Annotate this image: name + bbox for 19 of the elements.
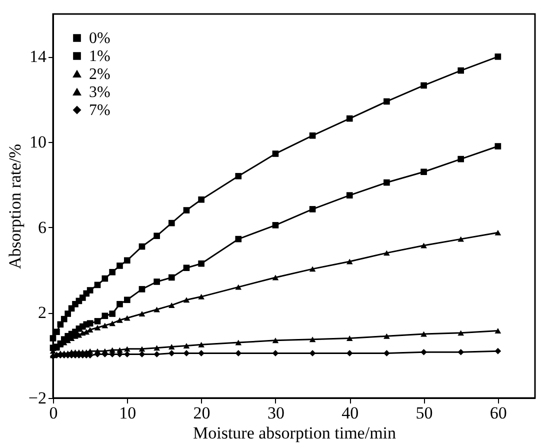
y-tick-label: −2 <box>28 388 46 408</box>
x-axis-title: Moisture absorption time/min <box>192 424 397 442</box>
x-tick-label: 60 <box>490 404 507 422</box>
x-tick-label: 0 <box>49 404 58 422</box>
legend-label: 1% <box>89 48 110 65</box>
x-tick-label: 10 <box>119 404 136 422</box>
y-tick-label: 10 <box>30 132 46 152</box>
y-tick-label: 2 <box>38 303 46 322</box>
x-tick-label: 30 <box>267 404 284 422</box>
x-tick-label: 20 <box>193 404 210 422</box>
x-tick-label: 40 <box>342 404 359 422</box>
y-axis-title: Absorption rate/% <box>5 144 24 270</box>
x-tick-label: 50 <box>416 404 433 422</box>
legend-label: 0% <box>89 30 110 47</box>
y-tick-label: 6 <box>38 218 46 237</box>
legend-label: 7% <box>89 102 110 119</box>
legend-label: 3% <box>89 84 110 101</box>
legend-label: 2% <box>89 66 110 83</box>
y-tick-label: 14 <box>30 47 47 66</box>
